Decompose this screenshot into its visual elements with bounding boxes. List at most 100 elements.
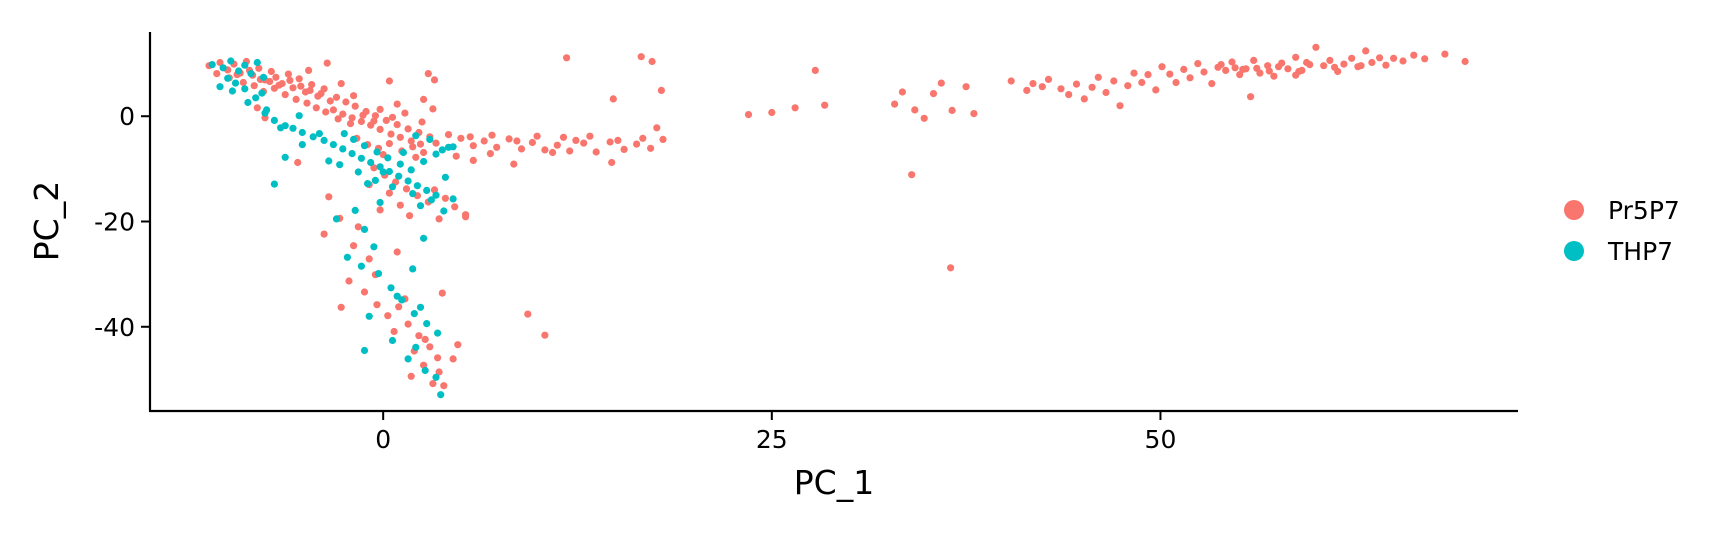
data-point: [395, 172, 403, 180]
data-point: [438, 289, 446, 297]
data-point: [305, 66, 313, 74]
data-point: [891, 100, 899, 108]
data-point: [441, 194, 449, 202]
data-point: [524, 310, 532, 318]
data-point: [1326, 56, 1334, 64]
y-tick-label: -40: [94, 313, 135, 342]
data-point: [1228, 58, 1236, 66]
data-point: [376, 105, 384, 113]
data-point: [289, 84, 297, 92]
data-point: [1180, 65, 1188, 73]
data-point: [1303, 58, 1311, 67]
data-point: [1208, 80, 1216, 88]
data-point: [354, 168, 362, 176]
data-point: [486, 150, 494, 158]
x-tick-label: 0: [375, 425, 391, 454]
data-point: [1102, 88, 1110, 97]
data-point: [365, 255, 373, 263]
data-point: [430, 76, 439, 84]
data-point: [345, 277, 353, 285]
data-point: [309, 133, 317, 141]
series-pr5p7: [205, 43, 1469, 390]
data-point: [517, 145, 526, 153]
data-point: [373, 148, 381, 156]
data-point: [365, 312, 373, 320]
data-point: [420, 95, 428, 103]
data-point: [449, 143, 457, 151]
data-point: [898, 88, 907, 96]
data-point: [295, 75, 303, 83]
y-tick-label: -20: [94, 208, 135, 237]
data-point: [329, 141, 337, 149]
data-point: [350, 92, 358, 100]
data-point: [1441, 50, 1449, 58]
data-point: [438, 146, 446, 154]
data-point: [420, 157, 428, 166]
data-point: [505, 135, 513, 143]
data-point: [1312, 43, 1320, 51]
data-point: [454, 341, 462, 349]
data-point: [235, 67, 243, 75]
data-point: [250, 82, 258, 90]
data-point: [1376, 54, 1384, 62]
data-point: [1340, 60, 1348, 68]
data-point: [208, 61, 216, 69]
data-point: [402, 185, 411, 193]
data-point: [370, 117, 378, 125]
data-point: [510, 160, 518, 168]
data-point: [434, 354, 442, 362]
data-point: [1250, 56, 1258, 64]
data-point: [297, 82, 305, 90]
data-point: [294, 158, 302, 167]
data-point: [744, 111, 753, 119]
data-point: [488, 131, 496, 139]
data-point: [289, 124, 297, 132]
data-point: [412, 153, 420, 161]
data-point: [219, 64, 227, 72]
data-point: [360, 225, 369, 233]
data-point: [228, 87, 236, 95]
data-point: [334, 115, 342, 123]
data-point: [298, 141, 306, 149]
data-point: [259, 73, 268, 81]
data-point: [253, 58, 261, 67]
data-point: [606, 138, 614, 146]
data-point: [657, 86, 666, 94]
data-point: [440, 382, 448, 390]
data-point: [409, 265, 417, 273]
data-point: [435, 368, 443, 376]
data-point: [908, 171, 916, 179]
data-point: [216, 83, 224, 91]
data-point: [1194, 60, 1202, 68]
data-point: [1158, 63, 1166, 71]
data-point: [424, 70, 432, 78]
data-point: [284, 70, 292, 78]
data-point: [401, 109, 409, 117]
data-point: [325, 157, 333, 165]
data-point: [426, 135, 434, 143]
data-point: [1331, 63, 1339, 71]
data-point: [320, 136, 328, 144]
data-point: [371, 176, 379, 184]
data-point: [1124, 82, 1132, 90]
data-point: [348, 150, 356, 158]
data-point: [393, 248, 401, 256]
data-point: [1320, 62, 1328, 70]
data-point: [948, 106, 956, 114]
data-point: [406, 212, 414, 220]
data-point: [337, 303, 345, 311]
data-point: [384, 154, 392, 162]
data-point: [272, 73, 280, 81]
data-point: [608, 158, 616, 167]
data-point: [457, 134, 465, 142]
data-point: [513, 137, 521, 145]
data-point: [384, 312, 392, 320]
data-point: [404, 125, 412, 133]
data-point: [1029, 80, 1037, 88]
data-point: [1023, 86, 1031, 94]
data-point: [911, 106, 919, 114]
data-point: [385, 77, 393, 85]
data-point: [466, 133, 474, 141]
data-point: [388, 113, 397, 121]
y-tick-label: 0: [119, 102, 135, 131]
